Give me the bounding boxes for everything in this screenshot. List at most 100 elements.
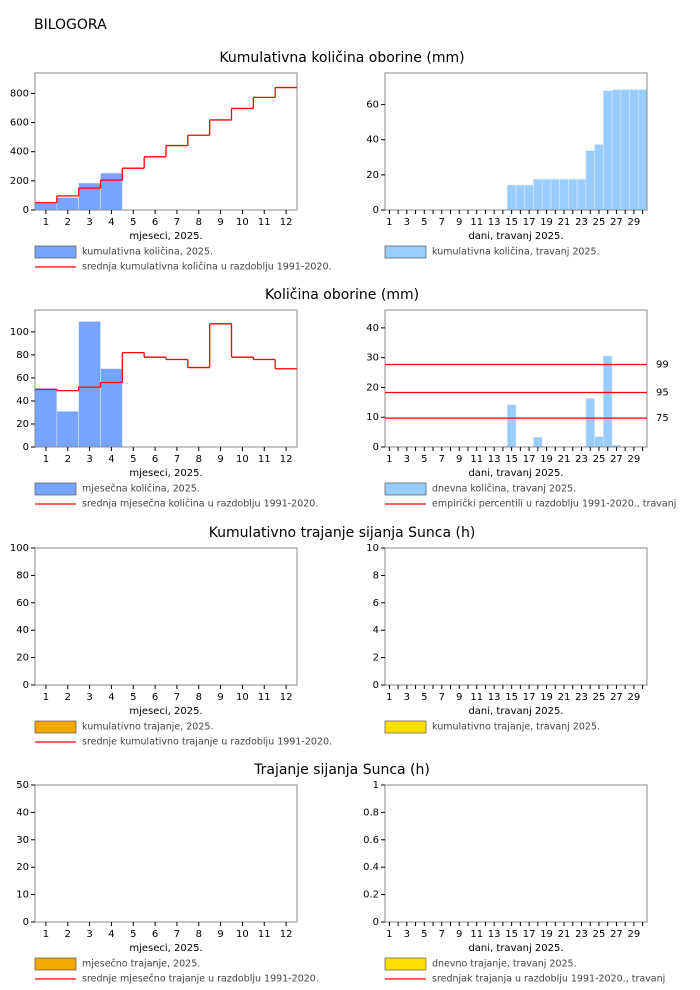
bar — [576, 178, 587, 211]
x-tick-label: 17 — [523, 692, 536, 703]
x-tick-label: 9 — [217, 454, 223, 465]
percentile-label: 95 — [656, 387, 669, 398]
y-tick-label: 800 — [10, 88, 29, 99]
y-tick-label: 0 — [373, 442, 379, 453]
x-tick-label: 4 — [108, 454, 114, 465]
legend-swatch — [34, 957, 77, 971]
section-title: Trajanje sijanja Sunca (h) — [253, 762, 430, 778]
x-tick-label: 8 — [196, 454, 202, 465]
x-axis-label: dani, travanj 2025. — [468, 943, 563, 954]
x-tick-label: 25 — [593, 454, 606, 465]
x-tick-label: 7 — [439, 217, 445, 228]
x-tick-label: 6 — [152, 454, 158, 465]
x-tick-label: 5 — [130, 929, 136, 940]
x-tick-label: 19 — [540, 692, 553, 703]
bar — [100, 172, 123, 211]
y-tick-label: 0.4 — [363, 862, 379, 873]
y-tick-label: 0 — [23, 917, 29, 928]
x-tick-label: 3 — [86, 217, 92, 228]
x-tick-label: 2 — [65, 929, 71, 940]
y-tick-label: 8 — [373, 570, 379, 581]
plot-frame — [384, 784, 648, 923]
x-tick-label: 12 — [280, 692, 293, 703]
bar — [637, 89, 648, 211]
x-tick-label: 27 — [610, 217, 623, 228]
y-tick-label: 10 — [366, 543, 379, 554]
x-tick-label: 8 — [196, 692, 202, 703]
x-tick-label: 13 — [488, 454, 501, 465]
x-tick-label: 11 — [470, 929, 483, 940]
bar — [603, 355, 613, 448]
x-tick-label: 13 — [488, 692, 501, 703]
x-tick-label: 17 — [523, 929, 536, 940]
x-tick-label: 3 — [404, 217, 410, 228]
legend-label: kumulativno trajanje, 2025. — [82, 722, 213, 733]
x-tick-label: 11 — [258, 692, 271, 703]
y-tick-label: 10 — [366, 412, 379, 423]
x-tick-label: 6 — [152, 929, 158, 940]
x-tick-label: 19 — [540, 929, 553, 940]
y-tick-label: 20 — [16, 653, 29, 664]
x-tick-label: 23 — [575, 217, 588, 228]
x-tick-label: 5 — [421, 692, 427, 703]
x-tick-label: 1 — [386, 929, 392, 940]
x-tick-label: 7 — [174, 692, 180, 703]
y-tick-label: 1 — [373, 780, 379, 791]
y-tick-label: 20 — [366, 382, 379, 393]
x-axis-label: dani, travanj 2025. — [468, 468, 563, 479]
x-tick-label: 5 — [421, 217, 427, 228]
bar — [78, 321, 101, 448]
x-tick-label: 9 — [217, 929, 223, 940]
x-tick-label: 5 — [130, 217, 136, 228]
bar — [78, 182, 101, 211]
x-tick-label: 15 — [505, 929, 518, 940]
legend-swatch — [384, 482, 427, 496]
y-tick-label: 60 — [366, 100, 379, 111]
x-tick-label: 12 — [280, 929, 293, 940]
x-tick-label: 9 — [456, 692, 462, 703]
x-tick-label: 9 — [456, 454, 462, 465]
legend-label: kumulativna količina, travanj 2025. — [432, 247, 600, 258]
plot-frame — [34, 72, 298, 211]
y-tick-label: 600 — [10, 118, 29, 129]
y-tick-label: 30 — [366, 353, 379, 364]
y-tick-label: 80 — [16, 350, 29, 361]
x-tick-label: 19 — [540, 454, 553, 465]
x-tick-label: 12 — [280, 454, 293, 465]
x-tick-label: 9 — [217, 692, 223, 703]
x-tick-label: 5 — [130, 454, 136, 465]
y-tick-label: 30 — [16, 835, 29, 846]
y-tick-label: 6 — [373, 598, 379, 609]
x-tick-label: 12 — [280, 217, 293, 228]
plot-frame — [384, 547, 648, 686]
y-tick-label: 40 — [16, 625, 29, 636]
x-axis-label: mjeseci, 2025. — [129, 468, 202, 479]
bar — [559, 178, 569, 211]
x-tick-label: 1 — [386, 217, 392, 228]
x-tick-label: 3 — [86, 929, 92, 940]
x-axis-label: mjeseci, 2025. — [129, 231, 202, 242]
x-tick-label: 23 — [575, 692, 588, 703]
x-tick-label: 27 — [610, 692, 623, 703]
x-axis-label: mjeseci, 2025. — [129, 943, 202, 954]
x-tick-label: 7 — [439, 692, 445, 703]
x-tick-label: 2 — [65, 692, 71, 703]
bar — [585, 398, 595, 448]
y-tick-label: 20 — [366, 170, 379, 181]
legend-label: kumulativno trajanje, travanj 2025. — [432, 722, 600, 733]
y-tick-label: 0.2 — [363, 890, 379, 901]
bar — [533, 436, 543, 448]
x-tick-label: 1 — [386, 454, 392, 465]
x-tick-label: 6 — [152, 217, 158, 228]
x-tick-label: 11 — [258, 454, 271, 465]
plot-frame — [384, 309, 648, 448]
legend-swatch — [384, 957, 427, 971]
x-tick-label: 9 — [456, 929, 462, 940]
x-tick-label: 11 — [470, 454, 483, 465]
bar — [506, 404, 517, 448]
x-tick-label: 15 — [505, 217, 518, 228]
y-tick-label: 10 — [16, 890, 29, 901]
plot-frame — [34, 784, 298, 923]
bar — [550, 178, 560, 211]
